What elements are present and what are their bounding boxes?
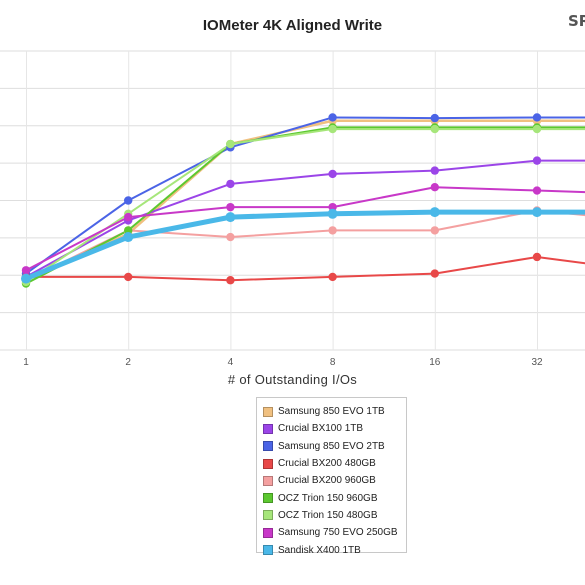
legend-label: OCZ Trion 150 480GB <box>278 509 378 521</box>
legend-item: Samsung 850 EVO 1TB <box>263 403 406 420</box>
data-point <box>124 196 133 205</box>
data-point <box>328 272 337 282</box>
data-point <box>532 186 542 195</box>
data-point <box>328 202 337 212</box>
legend-swatch <box>263 510 273 521</box>
legend-swatch <box>263 527 273 538</box>
chart-title: IOMeter 4K Aligned Write <box>202 17 383 34</box>
watermark-logo: SR <box>568 15 585 30</box>
data-point <box>327 208 338 219</box>
x-axis-ticks: 1248163264 <box>23 357 543 368</box>
legend-item: Samsung 850 EVO 2TB <box>263 438 406 455</box>
legend-item: Sandisk X400 1TB <box>263 541 406 558</box>
series-line <box>25 116 585 275</box>
series-line <box>25 255 585 282</box>
legend-item: OCZ Trion 150 480GB <box>263 507 406 524</box>
data-point <box>123 232 134 243</box>
data-point <box>226 276 235 285</box>
data-point <box>532 252 542 262</box>
data-point <box>21 266 31 275</box>
data-point <box>430 166 439 175</box>
data-point <box>430 124 439 134</box>
legend-item: OCZ Trion 150 960GB <box>263 489 406 506</box>
chart-grid <box>0 50 585 351</box>
data-point <box>226 202 235 212</box>
legend-swatch <box>263 458 273 469</box>
data-point <box>430 226 439 235</box>
data-point <box>430 183 439 192</box>
data-point <box>532 124 542 134</box>
series-line <box>25 126 585 285</box>
data-point <box>21 273 31 284</box>
data-point <box>226 232 235 242</box>
legend-label: Samsung 850 EVO 1TB <box>278 406 385 418</box>
data-point <box>226 139 235 149</box>
x-tick-label: 2 <box>125 357 131 368</box>
x-tick-label: 16 <box>429 357 441 368</box>
data-point <box>328 226 337 235</box>
series-line <box>25 159 585 278</box>
series-line <box>25 186 585 272</box>
x-tick-label: 1 <box>23 357 29 368</box>
series-points <box>21 113 542 288</box>
legend-swatch <box>263 441 273 452</box>
data-point <box>124 226 133 235</box>
data-point <box>430 269 439 278</box>
legend-item: Samsung 750 EVO 250GB <box>263 524 406 541</box>
data-point <box>225 212 236 223</box>
x-tick-label: 32 <box>531 357 543 368</box>
data-point <box>430 113 439 123</box>
legend-swatch <box>263 406 273 417</box>
legend-item: Crucial BX200 480GB <box>263 455 406 472</box>
data-point <box>124 272 133 282</box>
legend-item: Crucial BX100 1TB <box>263 420 406 437</box>
data-point <box>328 124 337 134</box>
chart-legend: Samsung 850 EVO 1TB Crucial BX100 1TB Sams… <box>256 397 407 556</box>
legend-swatch <box>263 493 273 504</box>
data-point <box>328 169 337 179</box>
data-point <box>532 113 542 122</box>
legend-swatch <box>263 423 273 434</box>
legend-item: Crucial BX200 960GB <box>263 472 406 489</box>
x-tick-label: 4 <box>228 357 234 368</box>
legend-label: Crucial BX100 1TB <box>278 423 364 435</box>
series-line <box>23 209 585 282</box>
data-point <box>532 207 542 218</box>
legend-label: Sandisk X400 1TB <box>278 544 361 556</box>
data-point <box>124 212 133 222</box>
legend-label: OCZ Trion 150 960GB <box>278 492 378 504</box>
data-point <box>429 207 440 218</box>
legend-swatch <box>263 475 273 486</box>
legend-label: Samsung 750 EVO 250GB <box>278 527 398 539</box>
legend-label: Crucial BX200 480GB <box>278 458 376 470</box>
x-axis-label: # of Outstanding I/Os <box>227 372 358 387</box>
data-point <box>532 156 542 165</box>
data-point <box>328 113 337 122</box>
x-tick-label: 8 <box>330 357 336 368</box>
legend-label: Crucial BX200 960GB <box>278 475 376 487</box>
legend-swatch <box>263 545 273 556</box>
data-point <box>226 179 235 189</box>
legend-label: Samsung 850 EVO 2TB <box>278 440 385 452</box>
series-line <box>25 128 585 283</box>
